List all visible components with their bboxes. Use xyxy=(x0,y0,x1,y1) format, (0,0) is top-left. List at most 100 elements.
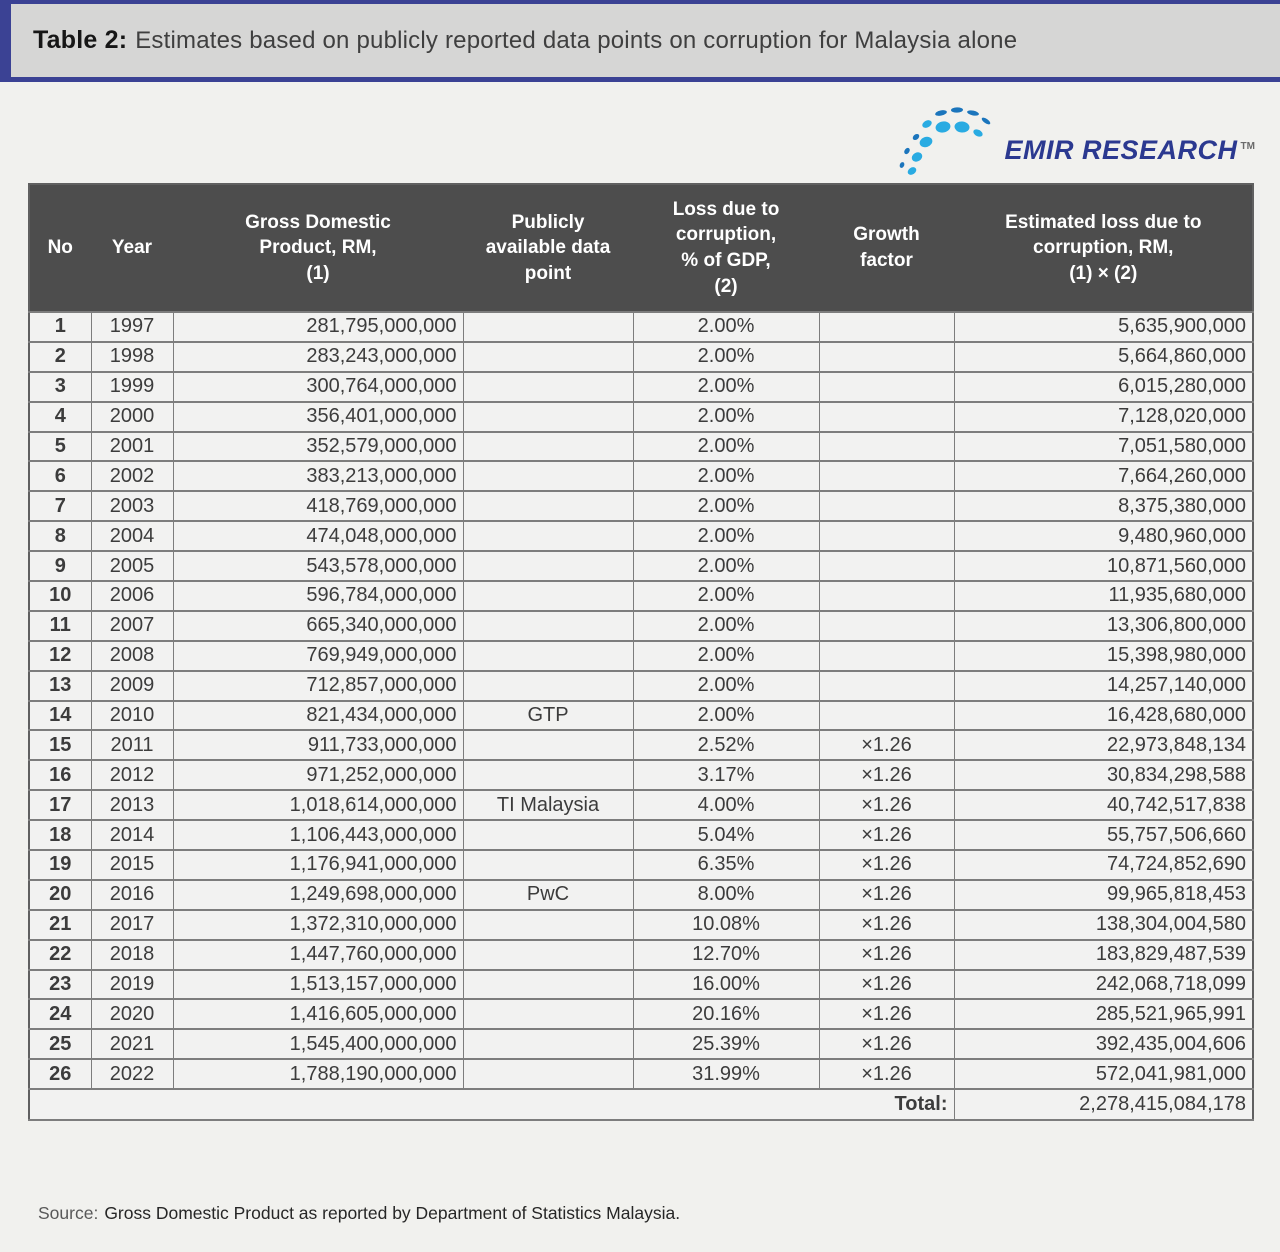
title-accent-bar xyxy=(0,4,11,77)
cell-growth-factor xyxy=(818,340,955,373)
table-row: 16 2012 971,252,000,000 3.17% ×1.26 30,8… xyxy=(28,759,1254,792)
cell-gdp: 418,769,000,000 xyxy=(172,490,464,523)
cell-loss-pct: 8.00% xyxy=(632,878,820,911)
cell-estimated-loss: 242,068,718,099 xyxy=(953,968,1254,1001)
cell-data-point: GTP xyxy=(462,699,634,732)
cell-gdp: 769,949,000,000 xyxy=(172,639,464,672)
dotted-swirl-logo-icon xyxy=(894,104,999,176)
cell-gdp: 281,795,000,000 xyxy=(172,311,464,343)
cell-growth-factor xyxy=(818,609,955,642)
cell-no: 25 xyxy=(28,1028,92,1061)
cell-loss-pct: 2.00% xyxy=(632,639,820,672)
cell-loss-pct: 2.00% xyxy=(632,520,820,553)
source-note: Source: Gross Domestic Product as reporte… xyxy=(38,1203,680,1224)
table-row: 23 2019 1,513,157,000,000 16.00% ×1.26 2… xyxy=(28,968,1254,1001)
cell-estimated-loss: 13,306,800,000 xyxy=(953,609,1254,642)
cell-loss-pct: 2.00% xyxy=(632,609,820,642)
cell-data-point xyxy=(462,669,634,702)
cell-no: 23 xyxy=(28,968,92,1001)
cell-year: 2010 xyxy=(90,699,174,732)
table-header-row: No Year Gross Domestic Product, RM, (1) … xyxy=(28,183,1254,313)
cell-estimated-loss: 11,935,680,000 xyxy=(953,580,1254,612)
cell-data-point xyxy=(462,340,634,373)
cell-year: 2005 xyxy=(90,550,174,583)
cell-data-point xyxy=(462,729,634,762)
cell-estimated-loss: 5,635,900,000 xyxy=(953,311,1254,343)
header-gdp: Gross Domestic Product, RM, (1) xyxy=(172,183,464,313)
cell-loss-pct: 10.08% xyxy=(632,908,820,941)
cell-estimated-loss: 183,829,487,539 xyxy=(953,938,1254,971)
cell-data-point xyxy=(462,520,634,553)
cell-loss-pct: 3.17% xyxy=(632,759,820,792)
cell-data-point xyxy=(462,311,634,343)
logo-name: EMIR RESEARCH xyxy=(1004,135,1238,165)
table-row: 9 2005 543,578,000,000 2.00% 10,871,560,… xyxy=(28,550,1254,583)
table-row: 14 2010 821,434,000,000 GTP 2.00% 16,428… xyxy=(28,699,1254,732)
cell-growth-factor xyxy=(818,639,955,672)
cell-year: 2002 xyxy=(90,460,174,493)
cell-year: 2008 xyxy=(90,639,174,672)
cell-estimated-loss: 7,051,580,000 xyxy=(953,430,1254,463)
cell-year: 2018 xyxy=(90,938,174,971)
cell-year: 2003 xyxy=(90,490,174,523)
cell-gdp: 1,788,190,000,000 xyxy=(172,1058,464,1091)
logo-wordmark: EMIR RESEARCH TM xyxy=(1005,137,1255,176)
cell-year: 2017 xyxy=(90,908,174,941)
cell-gdp: 911,733,000,000 xyxy=(172,729,464,762)
cell-year: 2011 xyxy=(90,729,174,762)
cell-loss-pct: 20.16% xyxy=(632,998,820,1031)
cell-no: 22 xyxy=(28,938,92,971)
cell-growth-factor xyxy=(818,699,955,732)
cell-growth-factor: ×1.26 xyxy=(818,729,955,762)
cell-data-point xyxy=(462,759,634,792)
table-row: 22 2018 1,447,760,000,000 12.70% ×1.26 1… xyxy=(28,938,1254,971)
header-year: Year xyxy=(90,183,174,313)
cell-year: 2004 xyxy=(90,520,174,553)
corruption-estimates-table: No Year Gross Domestic Product, RM, (1) … xyxy=(28,183,1254,1122)
table-row: 18 2014 1,106,443,000,000 5.04% ×1.26 55… xyxy=(28,819,1254,852)
total-value: 2,278,415,084,178 xyxy=(953,1088,1254,1122)
cell-estimated-loss: 15,398,980,000 xyxy=(953,639,1254,672)
table-row: 25 2021 1,545,400,000,000 25.39% ×1.26 3… xyxy=(28,1028,1254,1061)
cell-estimated-loss: 285,521,965,991 xyxy=(953,998,1254,1031)
cell-year: 2000 xyxy=(90,400,174,433)
source-label: Source: xyxy=(38,1203,99,1223)
cell-no: 2 xyxy=(28,340,92,373)
cell-year: 1998 xyxy=(90,340,174,373)
cell-no: 12 xyxy=(28,639,92,672)
trademark-symbol: TM xyxy=(1240,141,1255,152)
total-row: Total: 2,278,415,084,178 xyxy=(28,1088,1254,1122)
cell-no: 3 xyxy=(28,370,92,403)
cell-loss-pct: 2.00% xyxy=(632,370,820,403)
cell-no: 10 xyxy=(28,580,92,612)
cell-year: 2006 xyxy=(90,580,174,612)
table-row: 19 2015 1,176,941,000,000 6.35% ×1.26 74… xyxy=(28,849,1254,881)
cell-estimated-loss: 55,757,506,660 xyxy=(953,819,1254,852)
header-loss-pct: Loss due to corruption, % of GDP, (2) xyxy=(632,183,820,313)
cell-growth-factor xyxy=(818,400,955,433)
cell-no: 18 xyxy=(28,819,92,852)
table-row: 24 2020 1,416,605,000,000 20.16% ×1.26 2… xyxy=(28,998,1254,1031)
cell-estimated-loss: 40,742,517,838 xyxy=(953,789,1254,822)
cell-year: 2012 xyxy=(90,759,174,792)
cell-year: 2022 xyxy=(90,1058,174,1091)
table-row: 12 2008 769,949,000,000 2.00% 15,398,980… xyxy=(28,639,1254,672)
table-row: 11 2007 665,340,000,000 2.00% 13,306,800… xyxy=(28,609,1254,642)
cell-gdp: 352,579,000,000 xyxy=(172,430,464,463)
cell-estimated-loss: 7,128,020,000 xyxy=(953,400,1254,433)
cell-gdp: 821,434,000,000 xyxy=(172,699,464,732)
cell-loss-pct: 25.39% xyxy=(632,1028,820,1061)
header-growth-factor: Growth factor xyxy=(818,183,955,313)
table-row: 20 2016 1,249,698,000,000 PwC 8.00% ×1.2… xyxy=(28,878,1254,911)
cell-estimated-loss: 10,871,560,000 xyxy=(953,550,1254,583)
cell-gdp: 283,243,000,000 xyxy=(172,340,464,373)
cell-data-point xyxy=(462,639,634,672)
cell-growth-factor xyxy=(818,460,955,493)
cell-estimated-loss: 138,304,004,580 xyxy=(953,908,1254,941)
table-title-text: Estimates based on publicly reported dat… xyxy=(135,27,1018,54)
cell-gdp: 1,106,443,000,000 xyxy=(172,819,464,852)
cell-gdp: 356,401,000,000 xyxy=(172,400,464,433)
cell-estimated-loss: 74,724,852,690 xyxy=(953,849,1254,881)
cell-growth-factor xyxy=(818,311,955,343)
table-row: 3 1999 300,764,000,000 2.00% 6,015,280,0… xyxy=(28,370,1254,403)
